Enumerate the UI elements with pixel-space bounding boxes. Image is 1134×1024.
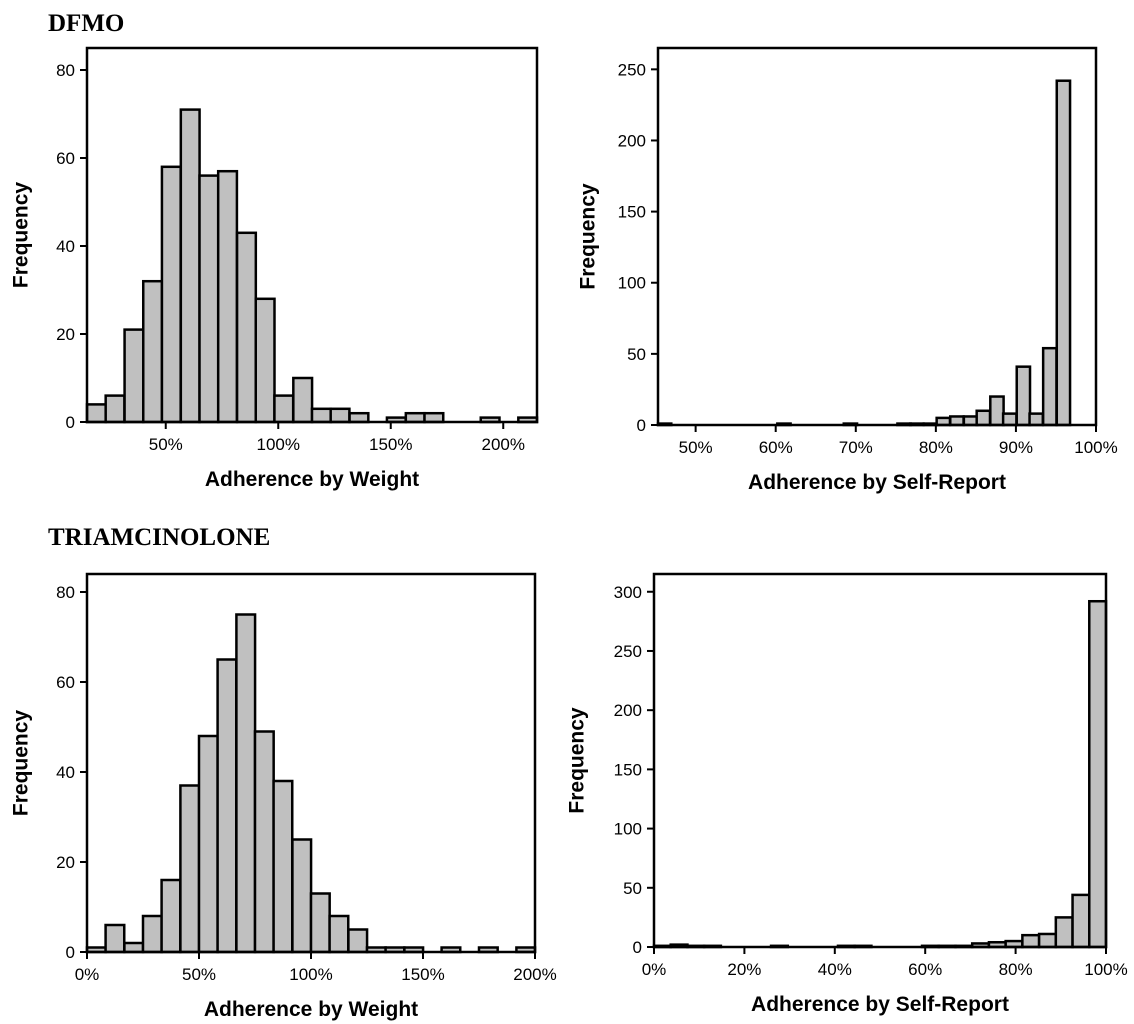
chart-1-y-tick-label: 150 (618, 203, 646, 222)
chart-3-y-axis-label: Frequency (566, 707, 589, 814)
chart-2-x-tick-label: 100% (289, 965, 332, 984)
chart-2-y-tick-label: 60 (56, 673, 75, 692)
chart-0-y-tick-label: 20 (56, 325, 75, 344)
chart-3-x-tick-label: 80% (999, 960, 1033, 979)
chart-0-x-axis-label: Adherence by Weight (205, 468, 419, 491)
chart-2-x-tick-label: 150% (401, 965, 444, 984)
chart-3-x-tick-label: 100% (1084, 960, 1127, 979)
section-title-dfmo: DFMO (48, 10, 125, 37)
chart-3-x-axis-label: Adherence by Self-Report (751, 993, 1009, 1016)
chart-3-x-tick-label: 40% (818, 960, 852, 979)
chart-2-y-tick-label: 20 (56, 853, 75, 872)
chart-3-bar (1088, 599, 1108, 949)
chart-2-x-tick-label: 200% (513, 965, 556, 984)
chart-1-plot-frame (656, 46, 1098, 427)
chart-2-x-axis-label: Adherence by Weight (204, 998, 418, 1021)
chart-1-y-tick-label: 100 (618, 274, 646, 293)
chart-0-x-tick-label: 100% (257, 435, 300, 454)
chart-3-plot-frame (652, 572, 1108, 949)
chart-3-y-tick-label: 200 (614, 701, 642, 720)
chart-1-x-axis-label: Adherence by Self-Report (748, 471, 1006, 494)
chart-1-x-tick-label: 100% (1074, 438, 1117, 457)
chart-2-y-axis-label: Frequency (10, 710, 33, 817)
chart-1-y-tick-label: 50 (627, 345, 646, 364)
chart-1-x-tick-label: 60% (759, 438, 793, 457)
chart-0-y-tick-label: 80 (56, 61, 75, 80)
chart-0-y-tick-label: 60 (56, 149, 75, 168)
chart-2-y-tick-label: 40 (56, 763, 75, 782)
chart-2-y-tick-label: 0 (66, 943, 75, 962)
chart-1-x-tick-label: 90% (999, 438, 1033, 457)
chart-3-y-tick-label: 250 (614, 642, 642, 661)
chart-0-plot-frame (85, 46, 539, 424)
chart-1-y-axis-label: Frequency (577, 183, 600, 290)
chart-2-y-tick-label: 80 (56, 583, 75, 602)
chart-3-y-tick-label: 150 (614, 760, 642, 779)
chart-1-y-tick-label: 0 (637, 416, 646, 435)
chart-0-x-tick-label: 50% (149, 435, 183, 454)
chart-1-x-tick-label: 80% (919, 438, 953, 457)
chart-1-y-tick-label: 250 (618, 60, 646, 79)
chart-0-y-tick-label: 40 (56, 237, 75, 256)
chart-2-x-tick-label: 0% (75, 965, 100, 984)
chart-1-y-tick-label: 200 (618, 131, 646, 150)
chart-3-x-tick-label: 20% (727, 960, 761, 979)
chart-3-y-tick-label: 300 (614, 583, 642, 602)
chart-0-x-tick-label: 150% (369, 435, 412, 454)
chart-3-bar (1021, 933, 1041, 949)
chart-3-y-tick-label: 100 (614, 820, 642, 839)
chart-1-x-tick-label: 70% (839, 438, 873, 457)
chart-1-x-tick-label: 50% (679, 438, 713, 457)
chart-3-y-tick-label: 50 (623, 879, 642, 898)
chart-3-bar (1054, 916, 1074, 949)
chart-3-y-tick-label: 0 (633, 938, 642, 957)
chart-3-x-tick-label: 60% (908, 960, 942, 979)
section-title-triamcinolone: TRIAMCINOLONE (48, 524, 271, 551)
chart-0-y-tick-label: 0 (66, 413, 75, 432)
chart-0-y-axis-label: Frequency (10, 182, 33, 289)
chart-2-x-tick-label: 50% (182, 965, 216, 984)
chart-3-bar (1071, 893, 1091, 949)
chart-3-bar (1037, 932, 1058, 949)
chart-0-x-tick-label: 200% (482, 435, 525, 454)
chart-3-x-tick-label: 0% (642, 960, 667, 979)
